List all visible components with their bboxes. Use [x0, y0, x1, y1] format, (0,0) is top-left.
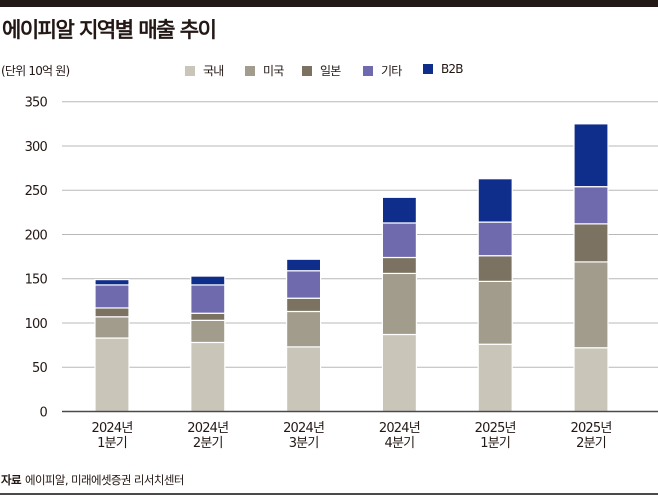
bar-stack: [94, 279, 130, 413]
top-rule: [0, 0, 658, 7]
y-tick-label: 150: [25, 273, 48, 288]
bar-segment-일본: [94, 307, 130, 318]
bar-segment-기타: [94, 284, 130, 309]
legend-item: 미국: [245, 62, 284, 79]
bars: [94, 123, 609, 413]
bar-segment-일본: [573, 223, 609, 263]
x-tick-label: 2024년 1분기: [72, 421, 152, 451]
bar-segment-기타: [190, 284, 226, 314]
x-tick-year: 2024년: [283, 421, 325, 436]
bar-segment-국내: [190, 341, 226, 413]
bar-segment-국내: [286, 346, 322, 413]
legend-label: 국내: [203, 64, 224, 78]
bar-segment-미국: [190, 319, 226, 344]
x-tick-quarter: 3분기: [288, 436, 320, 451]
y-tick-label: 200: [25, 228, 48, 243]
y-tick-label: 250: [25, 184, 48, 199]
bar-segment-일본: [190, 312, 226, 321]
legend-item: B2B: [423, 62, 463, 76]
bar-segment-국내: [477, 343, 513, 413]
bar-stack: [190, 275, 226, 413]
legend-label: 미국: [263, 64, 284, 78]
bar-segment-미국: [381, 272, 417, 336]
y-axis: 0 50 100 150 200 250 300 350: [25, 96, 49, 421]
chart-title: 에이피알 지역별 매출 추이: [2, 18, 217, 42]
legend-label: 기타: [381, 64, 402, 78]
source-label: 자료: [1, 473, 22, 487]
x-tick-label: 2025년 2분기: [551, 421, 631, 451]
bar-segment-B2B: [190, 275, 226, 286]
unit-label: (단위 10억 원): [1, 64, 70, 78]
x-tick-label: 2024년 2분기: [168, 421, 248, 451]
bar-stack: [381, 196, 417, 413]
legend-item: 국내: [185, 62, 224, 79]
x-tick-year: 2024년: [378, 421, 421, 436]
bar-segment-기타: [477, 221, 513, 257]
bar-segment-B2B: [381, 196, 417, 224]
x-tick-quarter: 4분기: [384, 436, 415, 451]
bar-segment-기타: [286, 270, 322, 299]
bar-segment-국내: [573, 347, 609, 413]
x-tick-quarter: 2분기: [576, 436, 607, 451]
x-tick-year: 2025년: [474, 421, 517, 436]
bar-segment-미국: [477, 280, 513, 345]
legend-swatch: [363, 65, 373, 76]
bar-stack: [573, 123, 609, 413]
legend-swatch: [245, 65, 255, 76]
bar-stack: [286, 258, 322, 413]
bar-segment-일본: [381, 256, 417, 275]
legend-swatch: [423, 64, 433, 74]
x-tick-year: 2024년: [91, 421, 133, 436]
bar-segment-B2B: [477, 178, 513, 223]
y-tick-label: 100: [25, 317, 48, 332]
bar-segment-국내: [381, 333, 417, 413]
bar-segment-미국: [573, 261, 609, 349]
legend-swatch: [185, 65, 195, 76]
bar-segment-미국: [286, 310, 322, 348]
x-tick-year: 2025년: [570, 421, 612, 436]
y-tick-label: 350: [25, 96, 48, 111]
x-tick-year: 2024년: [187, 421, 229, 436]
gridlines: [62, 101, 658, 368]
bar-segment-B2B: [94, 279, 130, 286]
x-tick-label: 2024년 4분기: [359, 421, 439, 451]
x-tick-quarter: 1분기: [480, 436, 511, 451]
bar-segment-국내: [94, 337, 130, 413]
x-tick-quarter: 2분기: [192, 436, 224, 451]
bar-segment-B2B: [286, 258, 322, 272]
legend-label: 일본: [320, 64, 341, 78]
legend-item: 일본: [302, 62, 341, 79]
source-text: 에이피알, 미래에셋증권 리서치센터: [24, 473, 184, 487]
y-tick-label: 0: [40, 406, 48, 421]
y-tick-label: 300: [25, 140, 48, 155]
bar-segment-기타: [573, 186, 609, 225]
y-tick-label: 50: [32, 361, 47, 376]
bar-segment-기타: [381, 222, 417, 259]
bar-segment-일본: [477, 255, 513, 282]
bar-segment-일본: [286, 297, 322, 313]
legend-item: 기타: [363, 62, 402, 79]
x-tick-quarter: 1분기: [97, 436, 128, 451]
x-tick-label: 2025년 1분기: [455, 421, 535, 451]
legend-label: B2B: [441, 62, 463, 76]
legend-swatch: [302, 65, 312, 76]
source-note: 자료 에이피알, 미래에셋증권 리서치센터: [1, 472, 184, 488]
bar-segment-B2B: [573, 123, 609, 188]
bottom-rule: [0, 493, 658, 495]
bar-segment-미국: [94, 316, 130, 339]
x-tick-label: 2024년 3분기: [264, 421, 344, 451]
bar-stack: [477, 178, 513, 413]
